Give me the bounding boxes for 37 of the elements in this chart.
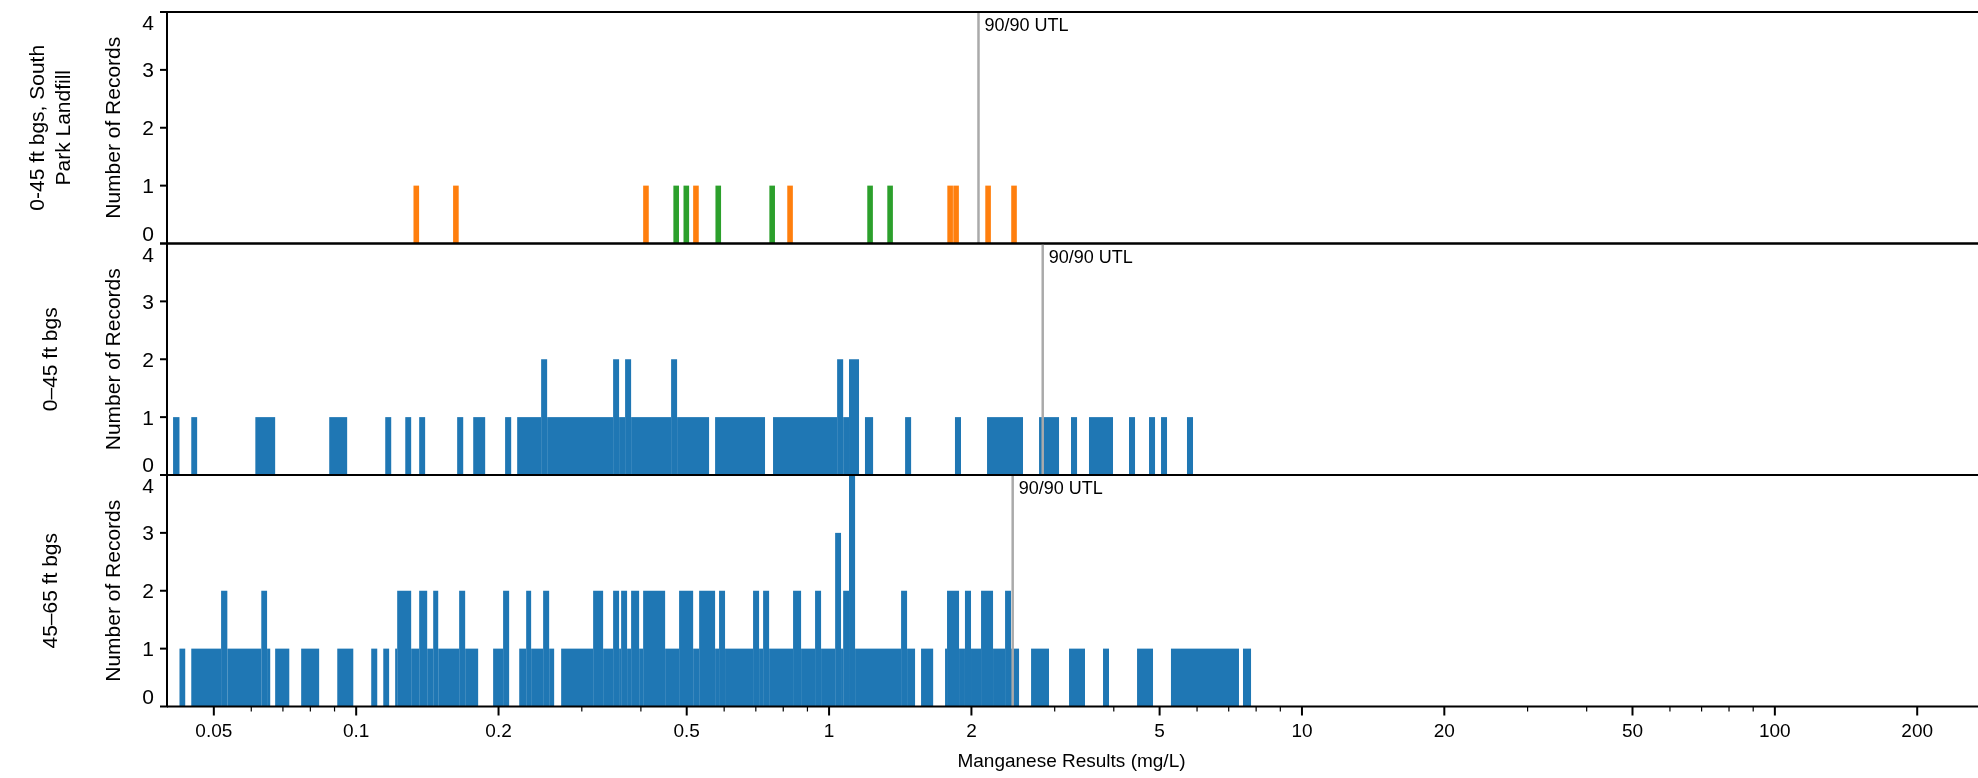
y-tick-label: 3 [142,289,154,313]
x-tick-label: 0.5 [673,719,700,741]
x-tick-label: 10 [1291,719,1313,741]
y-tick-label: 1 [142,637,154,661]
x-tick-label: 0.2 [485,719,512,741]
y-tick-label: 0 [142,453,154,476]
x-tick-label: 5 [1154,719,1165,741]
y-axis-title: Number of Records [101,36,124,219]
ref-line-label: 90/90 UTL [1048,246,1133,267]
x-tick-label: 50 [1621,719,1644,741]
y-axis-title: Number of Records [101,499,124,682]
text: 0–45 ft bgs [38,307,61,412]
x-tick-label: 0.1 [342,719,370,741]
y-axis-title: Number of Records [101,268,124,451]
ref-line-label: 90/90 UTL [1018,478,1103,498]
x-tick-label: 0.05 [195,719,233,741]
y-tick-label: 3 [142,58,154,82]
x-tick-label: 100 [1759,719,1791,741]
x-tick-label: 2 [966,719,977,741]
text: 0-45 ft bgs, South Park Landfill [25,44,74,211]
x-tick-label: 1 [823,719,835,741]
y-tick-label: 2 [142,347,154,371]
ref-line-label: 90/90 UTL [984,15,1069,35]
y-tick-label: 4 [142,242,155,266]
x-tick-label: 200 [1901,719,1934,741]
y-tick-label: 0 [142,684,154,708]
x-tick-label: 20 [1433,719,1455,741]
y-tick-label: 2 [142,579,154,603]
y-tick-label: 2 [142,116,154,140]
y-tick-label: 1 [142,174,154,198]
y-tick-label: 3 [142,521,154,545]
text: 45–65 ft bgs [38,532,61,649]
y-tick-label: 4 [142,11,155,35]
y-tick-label: 0 [142,221,154,245]
x-axis-title: Manganese Results (mg/L) [957,749,1186,771]
y-tick-label: 4 [142,474,155,498]
y-tick-label: 1 [142,405,154,429]
